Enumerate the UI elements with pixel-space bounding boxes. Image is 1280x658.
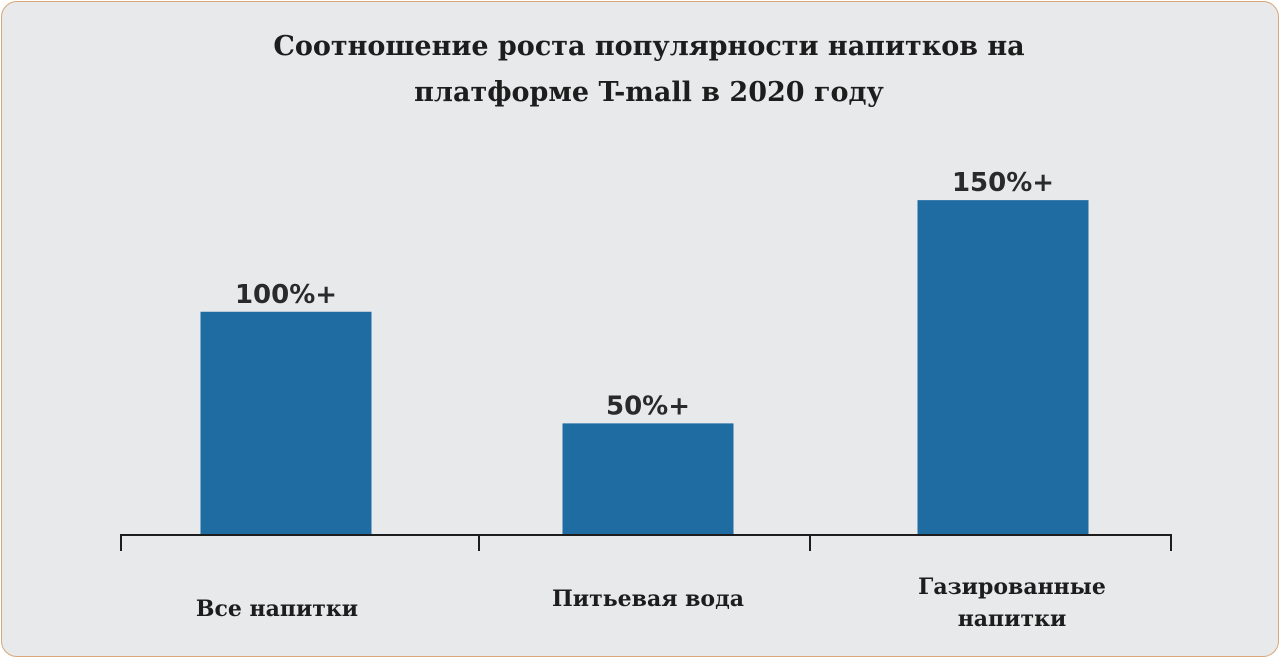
category-label-soft-drinks: Газированные напитки — [918, 574, 1106, 632]
chart-title-line-2: платформе T-mall в 2020 году — [414, 77, 884, 108]
category-label-all-drinks: Все напитки — [195, 596, 359, 622]
category-label-drinking-water: Питьевая вода — [552, 586, 744, 612]
bar-value-label-drinking-water: 50%+ — [606, 391, 690, 421]
bar-value-label-soft-drinks: 150%+ — [952, 168, 1054, 198]
bar-drinking-water — [562, 423, 734, 535]
bar-soft-drinks — [917, 200, 1089, 535]
bar-all-drinks — [200, 311, 372, 535]
chart-title-line-1: Соотношение роста популярности напитков … — [273, 31, 1025, 62]
chart-title: Соотношение роста популярности напитков … — [2, 24, 1278, 116]
bar-value-label-all-drinks: 100%+ — [235, 280, 337, 310]
